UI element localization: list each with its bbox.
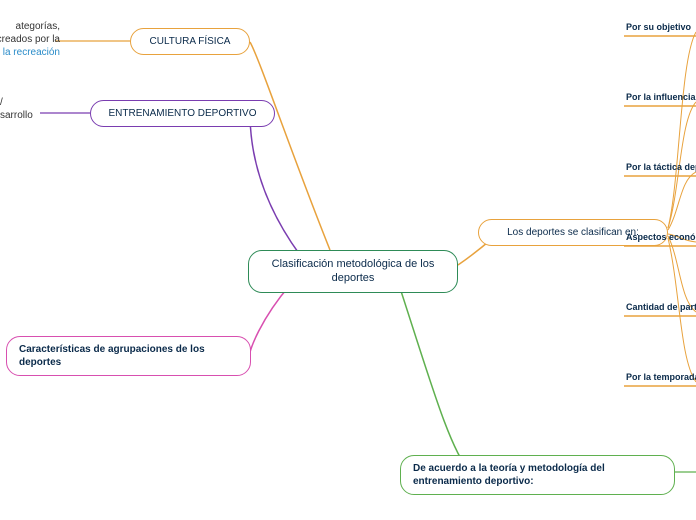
node-entrenamiento[interactable]: ENTRENAMIENTO DEPORTIVO	[90, 100, 275, 127]
leaf-tactica[interactable]: Por la táctica dep	[626, 162, 696, 172]
leaf-influencia[interactable]: Por la influencia	[626, 92, 696, 102]
partial-cultura: ategorías, creados por la porte y la rec…	[0, 20, 60, 59]
leaf-economicos[interactable]: Aspectos económ	[626, 232, 696, 242]
leaf-objetivo[interactable]: Por su objetivo	[626, 22, 691, 32]
leaf-participantes[interactable]: Cantidad de part	[626, 302, 696, 312]
node-cultura-fisica[interactable]: CULTURA FÍSICA	[130, 28, 250, 55]
node-teoria[interactable]: De acuerdo a la teoría y metodología del…	[400, 455, 675, 495]
leaf-temporada[interactable]: Por la temporada	[626, 372, 696, 382]
node-caracteristicas[interactable]: Características de agrupaciones de los d…	[6, 336, 251, 376]
center-node[interactable]: Clasificación metodológica de los deport…	[248, 250, 458, 293]
partial-entrenamiento: / sarrollo	[0, 96, 33, 122]
